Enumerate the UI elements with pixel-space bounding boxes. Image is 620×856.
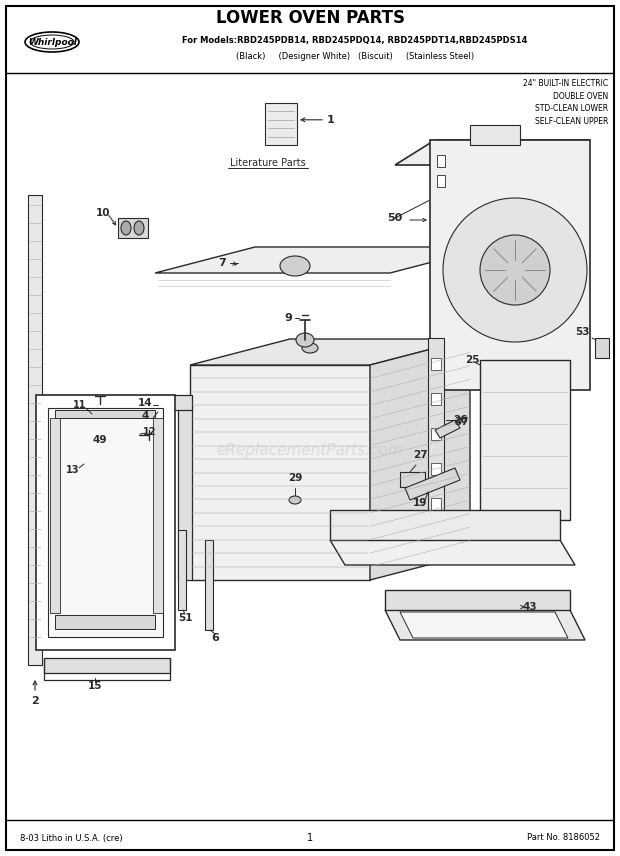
Polygon shape <box>385 590 570 610</box>
Text: 49: 49 <box>93 435 107 445</box>
Bar <box>178 530 186 610</box>
Polygon shape <box>370 339 470 580</box>
Text: For Models:RBD245PDB14, RBD245PDQ14, RBD245PDT14,RBD245PDS14: For Models:RBD245PDB14, RBD245PDQ14, RBD… <box>182 35 528 45</box>
Text: 9: 9 <box>284 313 292 323</box>
Ellipse shape <box>480 235 550 305</box>
Text: 29: 29 <box>288 473 302 483</box>
Polygon shape <box>190 339 470 365</box>
Ellipse shape <box>30 35 74 49</box>
Ellipse shape <box>134 221 144 235</box>
Ellipse shape <box>121 221 131 235</box>
Text: 12: 12 <box>143 427 157 437</box>
Ellipse shape <box>296 333 314 347</box>
Ellipse shape <box>90 404 110 432</box>
Text: Part No. 8186052: Part No. 8186052 <box>527 834 600 842</box>
Polygon shape <box>400 612 568 638</box>
Polygon shape <box>330 540 575 565</box>
Bar <box>437 175 445 187</box>
Text: 51: 51 <box>178 613 192 623</box>
Ellipse shape <box>115 426 139 444</box>
Ellipse shape <box>25 32 79 52</box>
Text: 50: 50 <box>388 213 402 223</box>
Bar <box>431 358 441 370</box>
Text: Whirlpool: Whirlpool <box>27 38 76 46</box>
Text: 10: 10 <box>95 208 110 218</box>
Bar <box>55 615 155 629</box>
Bar <box>431 428 441 440</box>
Text: 7: 7 <box>218 258 226 268</box>
Text: 14: 14 <box>138 398 153 408</box>
Text: 13: 13 <box>66 465 80 475</box>
Bar <box>55 410 155 418</box>
Text: 2: 2 <box>31 696 39 706</box>
Text: 27: 27 <box>413 450 427 460</box>
Bar <box>153 418 163 613</box>
Polygon shape <box>155 395 192 410</box>
Bar <box>118 218 148 238</box>
Text: eReplacementParts.com: eReplacementParts.com <box>216 443 404 457</box>
Text: 1: 1 <box>327 115 335 125</box>
Polygon shape <box>395 140 590 165</box>
Text: 4: 4 <box>141 411 149 421</box>
Text: Literature Parts: Literature Parts <box>230 158 306 168</box>
Polygon shape <box>178 405 192 580</box>
Polygon shape <box>155 247 490 273</box>
Bar <box>265 103 297 145</box>
Polygon shape <box>405 468 460 500</box>
Polygon shape <box>190 365 370 580</box>
Polygon shape <box>385 610 585 640</box>
Text: 24" BUILT-IN ELECTRIC
DOUBLE OVEN
STD-CLEAN LOWER
SELF-CLEAN UPPER: 24" BUILT-IN ELECTRIC DOUBLE OVEN STD-CL… <box>523 79 608 126</box>
Text: 25: 25 <box>465 355 479 365</box>
Text: 19: 19 <box>413 498 427 508</box>
Bar <box>431 498 441 510</box>
Bar <box>431 463 441 475</box>
Bar <box>470 125 520 145</box>
Bar <box>28 195 42 665</box>
Bar <box>50 418 60 613</box>
Polygon shape <box>330 510 560 540</box>
Polygon shape <box>36 395 175 650</box>
Bar <box>595 338 609 358</box>
Text: 43: 43 <box>523 602 538 612</box>
Ellipse shape <box>443 198 587 342</box>
Text: 1: 1 <box>307 833 313 843</box>
Bar <box>428 338 444 548</box>
Polygon shape <box>480 360 570 520</box>
Text: 6: 6 <box>211 633 219 643</box>
Polygon shape <box>44 658 170 673</box>
Polygon shape <box>430 140 590 390</box>
Text: 53: 53 <box>575 327 589 337</box>
Text: (Black)     (Designer White)   (Biscuit)     (Stainless Steel): (Black) (Designer White) (Biscuit) (Stai… <box>236 51 474 61</box>
Bar <box>400 472 425 487</box>
Bar <box>72 395 162 485</box>
Ellipse shape <box>302 343 318 353</box>
Ellipse shape <box>289 496 301 504</box>
Bar <box>437 155 445 167</box>
Bar <box>431 393 441 405</box>
Bar <box>205 540 213 630</box>
Text: 37: 37 <box>454 417 469 427</box>
Ellipse shape <box>80 448 100 472</box>
Polygon shape <box>48 408 163 637</box>
Polygon shape <box>435 420 460 438</box>
Text: 8-03 Litho in U.S.A. (cre): 8-03 Litho in U.S.A. (cre) <box>20 834 123 842</box>
Text: 15: 15 <box>88 681 102 691</box>
Text: 11: 11 <box>73 400 87 410</box>
Text: LOWER OVEN PARTS: LOWER OVEN PARTS <box>216 9 404 27</box>
Text: 26: 26 <box>453 415 467 425</box>
Ellipse shape <box>280 256 310 276</box>
